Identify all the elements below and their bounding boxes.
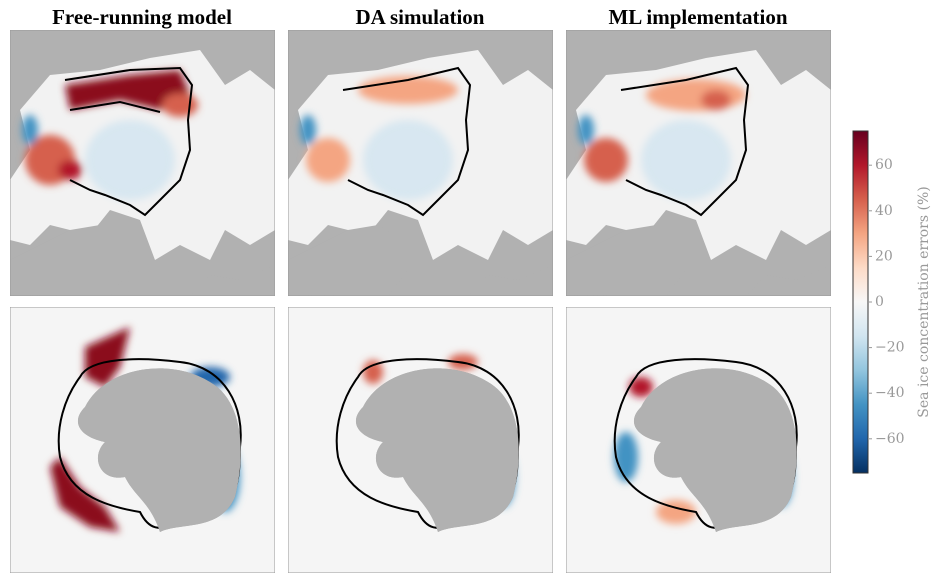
antarctic-map	[288, 307, 553, 573]
antarctic-map	[566, 307, 831, 573]
panel-titles: Free-running model DA simulation ML impl…	[52, 5, 788, 29]
panel-title: Free-running model	[52, 5, 232, 29]
colorbar-tick-label: −20	[875, 340, 905, 356]
colorbar-scale	[853, 131, 868, 473]
figure: Free-running model DA simulation ML impl…	[0, 0, 932, 577]
colorbar-tick-label: 40	[875, 203, 893, 219]
colorbar-tick-label: 60	[875, 157, 893, 173]
arctic-map	[566, 30, 831, 296]
colorbar: −60 −40 −20 0 20 40 60	[853, 131, 905, 473]
panel-title: ML implementation	[608, 5, 787, 29]
colorbar-label: Sea ice concentration errors (%)	[916, 186, 932, 417]
arctic-map	[288, 30, 553, 296]
colorbar-tick-label: 20	[875, 248, 893, 264]
colorbar-tick-label: −60	[875, 431, 905, 447]
colorbar-tick-label: 0	[875, 294, 884, 310]
arctic-map	[10, 30, 275, 296]
colorbar-tick-label: −40	[875, 385, 905, 401]
antarctic-map	[10, 307, 275, 573]
panel-title: DA simulation	[356, 5, 485, 29]
